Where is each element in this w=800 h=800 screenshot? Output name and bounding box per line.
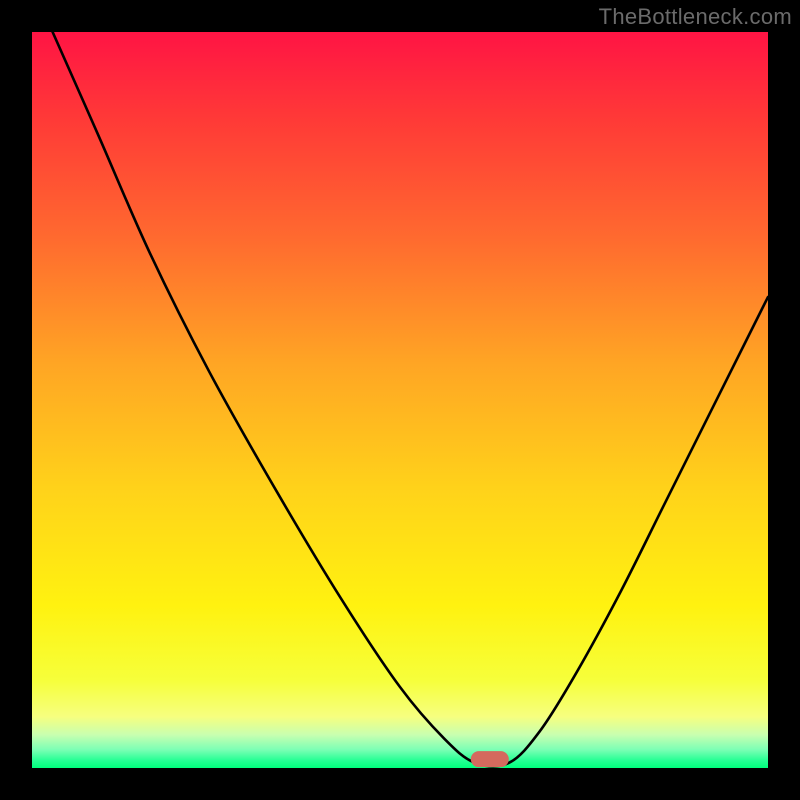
watermark-text: TheBottleneck.com	[599, 4, 792, 30]
gradient-background	[32, 32, 768, 768]
optimal-marker	[471, 751, 509, 767]
plot-area	[32, 32, 768, 768]
chart-svg	[0, 0, 800, 800]
chart-stage: TheBottleneck.com	[0, 0, 800, 800]
